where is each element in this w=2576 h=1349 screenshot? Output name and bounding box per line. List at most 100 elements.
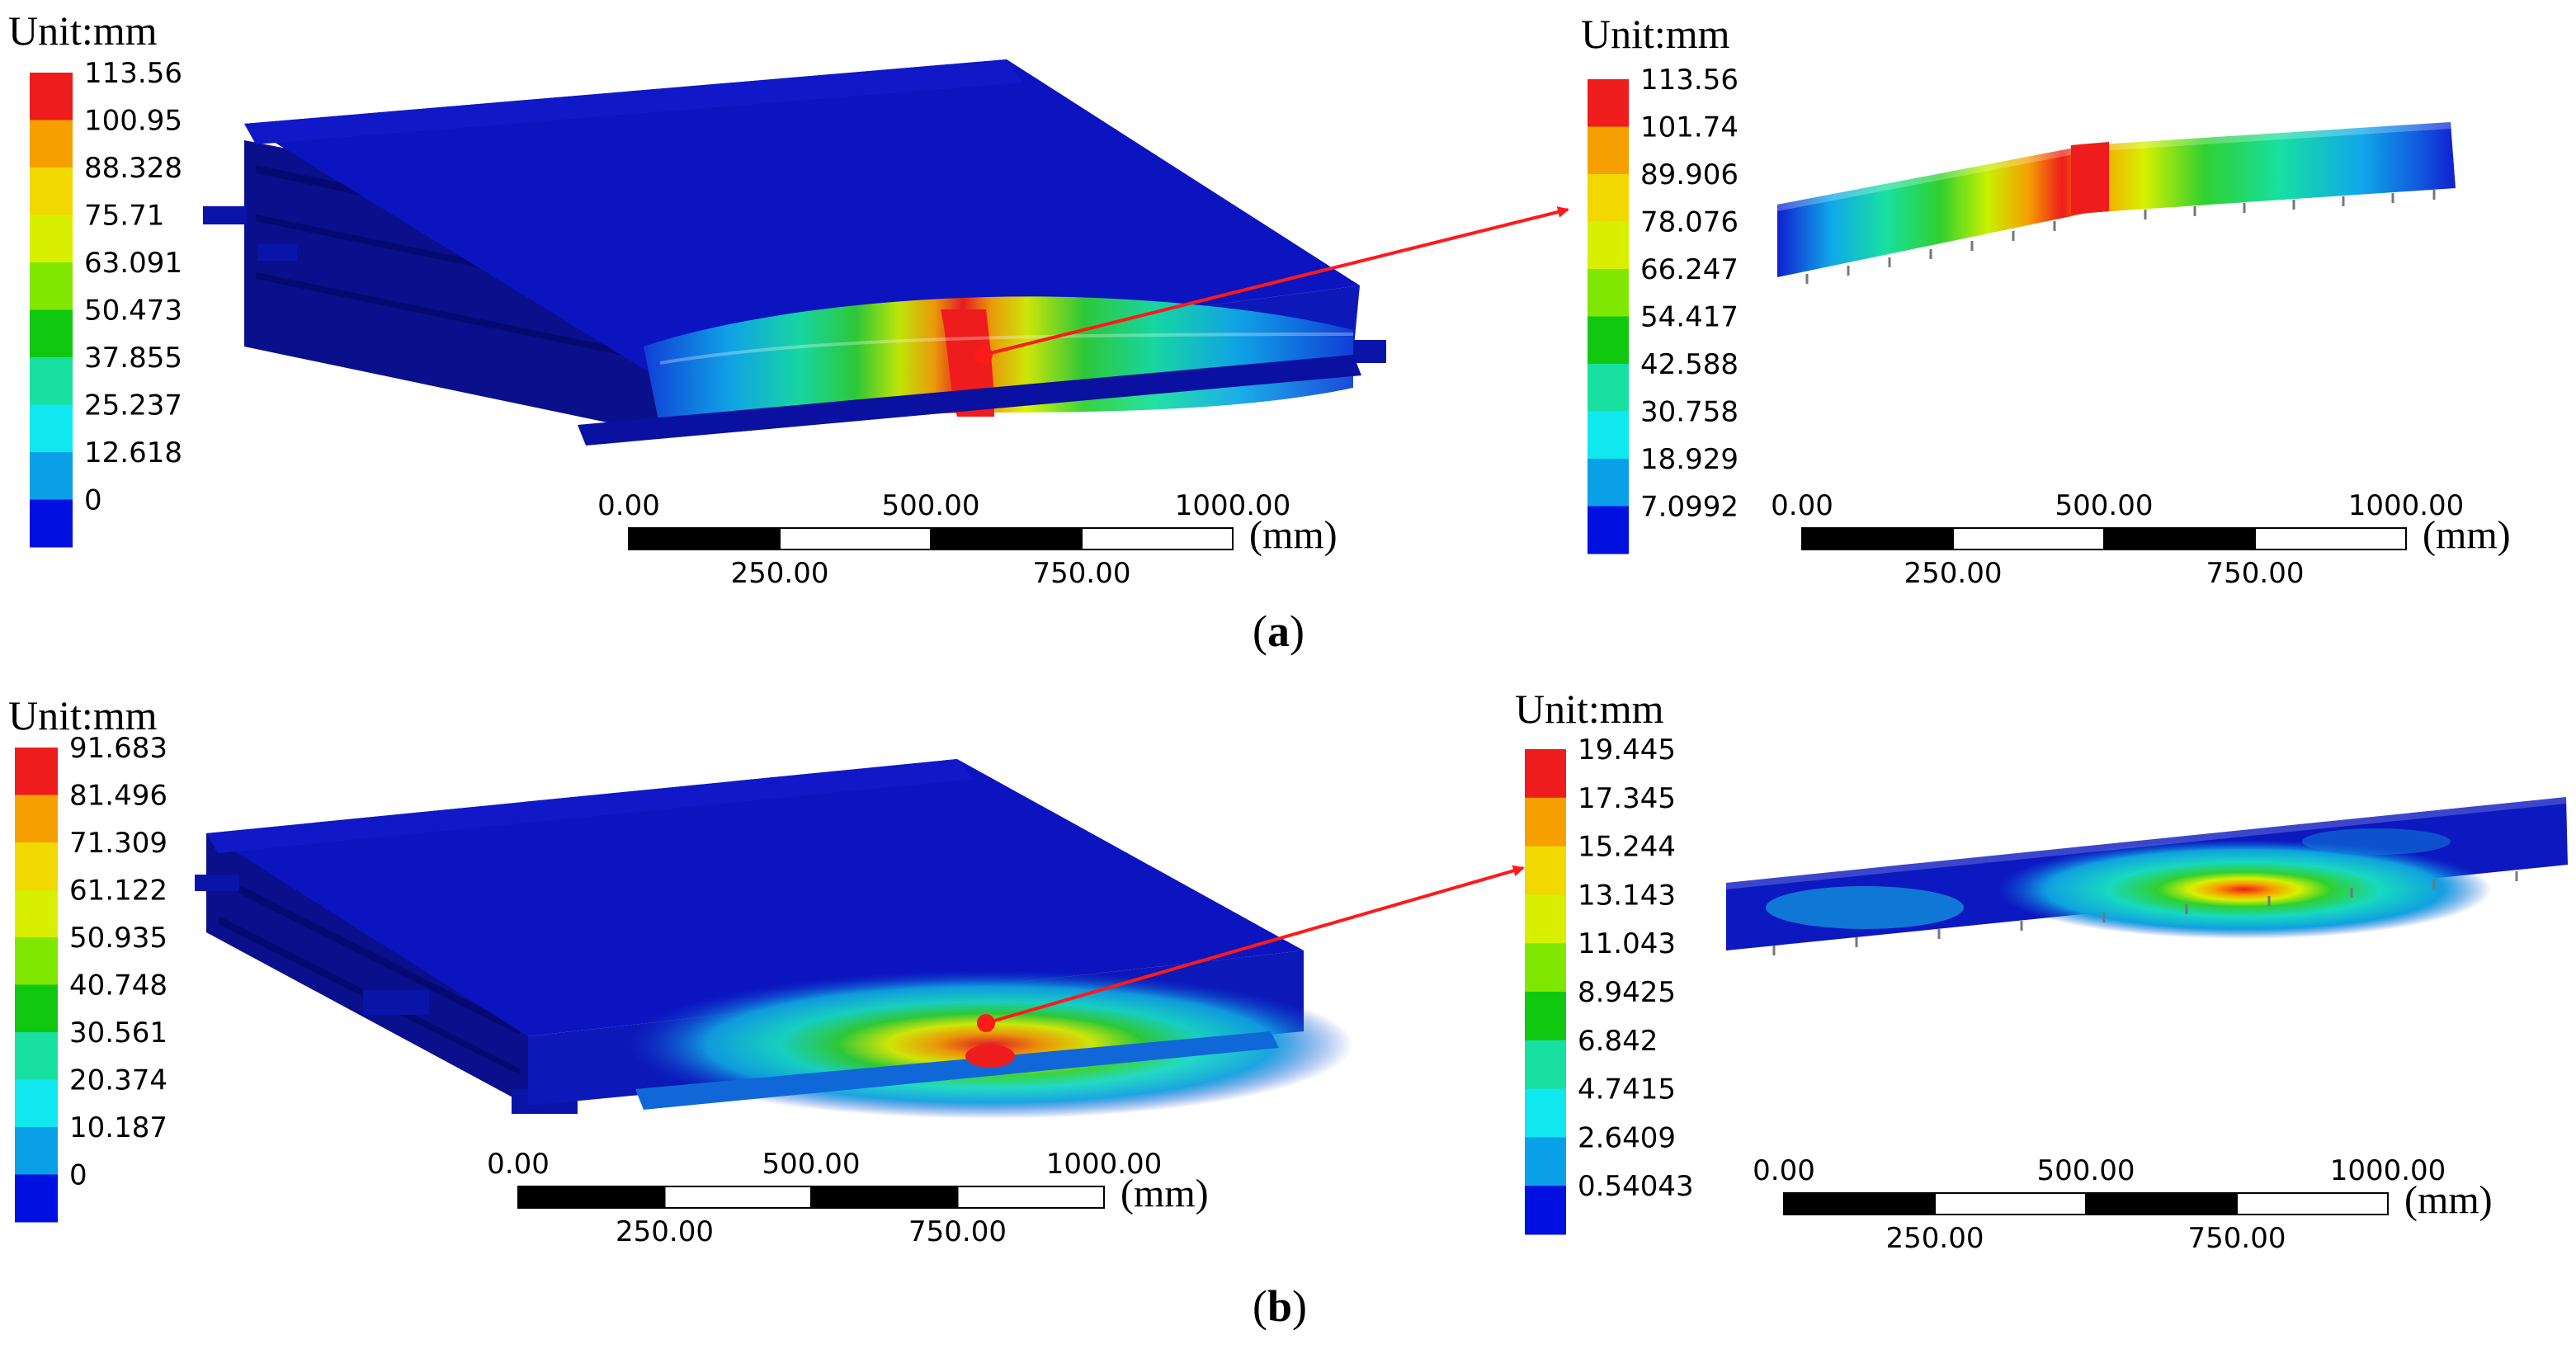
scale-tick-label: 0.00 [597, 489, 660, 522]
scale-segment [1081, 527, 1234, 550]
legend-swatch [30, 73, 73, 120]
legend-value: 50.473 [84, 295, 182, 328]
legend-swatch [1525, 1137, 1566, 1186]
legend-value: 4.7415 [1578, 1073, 1676, 1106]
scale-segment [956, 1186, 1105, 1209]
legend-unit-label: Unit:mm [8, 7, 158, 54]
scale-segment [779, 527, 932, 550]
legend-value: 19.445 [1578, 733, 1676, 766]
legend-swatch [1588, 411, 1629, 460]
legend-swatch [1588, 459, 1629, 507]
legend-value: 15.244 [1578, 831, 1676, 864]
scale-segment [1934, 1192, 2087, 1215]
scale-tick-label: 250.00 [616, 1215, 714, 1248]
legend-swatch [15, 889, 58, 938]
legend-swatch [30, 120, 73, 168]
scale-segment [1801, 527, 1954, 550]
panel-label-a: (a) [1253, 606, 1305, 656]
scale-tick-label: 750.00 [908, 1215, 1007, 1248]
legend-value: 63.091 [84, 247, 182, 280]
legend-swatch [1525, 943, 1566, 993]
legend-swatch [1525, 1088, 1566, 1138]
scale-segment [930, 527, 1083, 550]
legend-swatch [1588, 79, 1629, 127]
scale-tick-label: 250.00 [1886, 1222, 1984, 1255]
scale-unit: (mm) [2423, 513, 2511, 557]
legend-swatch [15, 795, 58, 843]
legend-swatch [30, 309, 73, 358]
arrow-a [983, 206, 1569, 356]
legend-value: 81.496 [69, 780, 167, 813]
scale-tick-label: 750.00 [2206, 557, 2305, 590]
scale-segment [1783, 1192, 1936, 1215]
legend-swatch [15, 1079, 58, 1128]
legend-swatch [15, 1174, 58, 1223]
model-a-right [1777, 122, 2456, 284]
legend-value: 0 [69, 1159, 87, 1192]
legend-swatch [30, 167, 73, 215]
legend-swatch [15, 842, 58, 890]
scale-tick-label: 1000.00 [1175, 489, 1291, 522]
legend-value: 17.345 [1578, 782, 1676, 815]
legend-swatch [30, 357, 73, 405]
legend-value: 101.74 [1640, 111, 1739, 144]
scale-segment [2236, 1192, 2389, 1215]
legend-value: 113.56 [84, 57, 182, 90]
scale-bar: 0.00 500.00 1000.00 250.00 750.00 (mm) [597, 489, 1337, 590]
scale-segment [2103, 527, 2256, 550]
scale-segment [663, 1186, 812, 1209]
legend-value: 0.54043 [1578, 1170, 1694, 1203]
legend-swatch [1525, 846, 1566, 895]
legend-swatch [30, 404, 73, 453]
scale-tick-label: 750.00 [1033, 557, 1131, 590]
scale-segment [1952, 527, 2105, 550]
legend-value: 50.935 [69, 922, 167, 955]
legend-value: 25.237 [84, 389, 182, 422]
legend-value: 40.748 [69, 969, 167, 1002]
legend-swatch [1588, 221, 1629, 270]
legend-swatch [1588, 506, 1629, 554]
legend-value: 37.855 [84, 342, 182, 375]
legend-swatch [1525, 749, 1566, 799]
legend-value: 0 [84, 484, 102, 517]
legend-swatch [15, 748, 58, 795]
panel-label-b: (b) [1253, 1281, 1308, 1331]
scale-unit: (mm) [2404, 1178, 2493, 1222]
scale-tick-label: 1000.00 [2330, 1154, 2446, 1187]
legend-unit-label: Unit:mm [1581, 11, 1730, 57]
legend-unit-label: Unit:mm [1515, 686, 1664, 732]
legend-value: 71.309 [69, 827, 167, 860]
legend-value: 12.618 [84, 436, 182, 469]
scale-segment [628, 527, 781, 550]
legend-value: 10.187 [69, 1111, 167, 1144]
legend-value: 88.328 [84, 152, 182, 185]
scale-tick-label: 500.00 [2037, 1154, 2135, 1187]
legend-swatch [1588, 269, 1629, 317]
scale-tick-label: 500.00 [762, 1148, 861, 1181]
legend-swatch [15, 937, 58, 985]
legend-value: 89.906 [1640, 158, 1739, 191]
legend-value: 30.561 [69, 1016, 167, 1049]
scale-tick-label: 500.00 [2055, 489, 2154, 522]
legend-value: 30.758 [1640, 396, 1739, 429]
legend-value: 61.122 [69, 875, 167, 908]
legend-value: 11.043 [1578, 927, 1676, 960]
scale-bar: 0.00 500.00 1000.00 250.00 750.00 (mm) [1771, 489, 2510, 590]
legend-swatch [1525, 1186, 1566, 1235]
model-b-right [1726, 797, 2568, 955]
legend-value: 91.683 [69, 732, 167, 765]
legend-swatch [1525, 1040, 1566, 1090]
scale-tick-label: 0.00 [487, 1148, 550, 1181]
scale-segment [810, 1186, 959, 1209]
legend-swatch [1588, 126, 1629, 175]
legend-swatch [15, 1127, 58, 1175]
legend-swatch [1588, 364, 1629, 412]
scale-segment [2085, 1192, 2238, 1215]
legend-value: 113.56 [1640, 64, 1739, 97]
scale-tick-label: 0.00 [1753, 1154, 1815, 1187]
arrow-b [985, 865, 1525, 1025]
